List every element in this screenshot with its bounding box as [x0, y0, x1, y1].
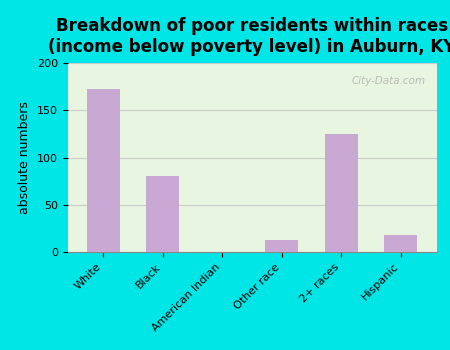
Y-axis label: absolute numbers: absolute numbers: [18, 101, 31, 214]
Bar: [325, 134, 358, 252]
Text: City-Data.com: City-Data.com: [351, 76, 425, 86]
Bar: [146, 176, 179, 252]
Bar: [384, 235, 417, 252]
Title: Breakdown of poor residents within races
(income below poverty level) in Auburn,: Breakdown of poor residents within races…: [48, 17, 450, 56]
Bar: [87, 90, 120, 252]
Bar: [266, 240, 298, 252]
